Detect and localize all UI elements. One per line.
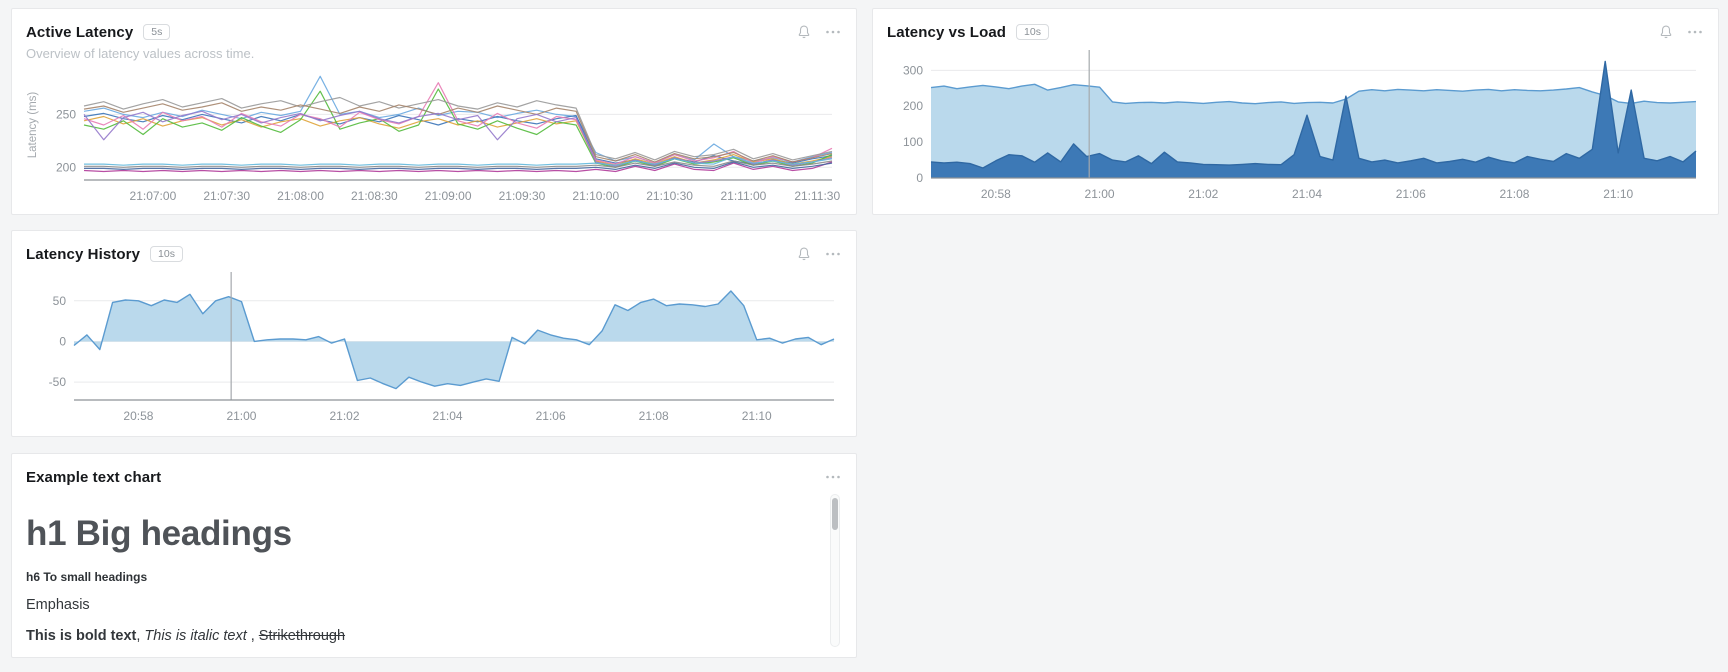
panel-title: Active Latency (26, 24, 133, 41)
panel-title: Latency vs Load (887, 24, 1006, 41)
svg-text:250: 250 (56, 107, 76, 121)
svg-text:200: 200 (903, 99, 923, 113)
text-emphasis: Emphasis (26, 597, 822, 613)
strikethrough-text: Strikethrough (259, 628, 345, 644)
svg-text:21:10: 21:10 (1603, 187, 1633, 201)
text-chart-content: h1 Big headings h6 To small headings Emp… (26, 502, 822, 651)
bell-icon[interactable] (796, 24, 812, 40)
svg-text:21:09:30: 21:09:30 (499, 189, 546, 203)
panel-active-latency: Active Latency 5s Overview of latency va… (11, 8, 857, 215)
svg-text:20:58: 20:58 (981, 187, 1011, 201)
svg-text:21:08: 21:08 (1499, 187, 1529, 201)
chart-active-latency[interactable]: 250 200 21:07:00 21:07:30 21:08:00 21:08:30 21… (26, 60, 842, 210)
svg-text:21:02: 21:02 (329, 409, 359, 423)
svg-text:21:00: 21:00 (1085, 187, 1115, 201)
separator: , (251, 628, 255, 644)
panel-title: Latency History (26, 246, 140, 263)
panel-menu-icon[interactable] (824, 469, 842, 485)
svg-text:300: 300 (903, 63, 923, 77)
y-axis-label: Latency (ms) (27, 92, 39, 159)
panel-header: Latency History 10s (26, 243, 842, 265)
chart-latency-vs-load[interactable]: 300 200 100 0 20:58 21:00 21:02 21:04 21:06 21:08… (887, 44, 1704, 206)
panel-menu-icon[interactable] (824, 24, 842, 40)
dashboard: Active Latency 5s Overview of latency va… (0, 0, 1728, 672)
svg-text:21:08: 21:08 (639, 409, 669, 423)
panel-menu-icon[interactable] (824, 246, 842, 262)
panel-text-chart: Example text chart h1 Big headings h6 To… (11, 453, 857, 658)
svg-text:21:10:00: 21:10:00 (572, 189, 619, 203)
panel-menu-icon[interactable] (1686, 24, 1704, 40)
svg-text:21:02: 21:02 (1188, 187, 1218, 201)
scrollbar[interactable] (830, 494, 840, 647)
panel-latency-vs-load: Latency vs Load 10s 300 200 100 0 20:58 21:00… (872, 8, 1719, 215)
svg-text:100: 100 (903, 135, 923, 149)
active-latency-svg: 250 200 21:07:00 21:07:30 21:08:00 21:08:30 21… (26, 60, 842, 210)
panel-header: Latency vs Load 10s (887, 21, 1704, 43)
text-h6: h6 To small headings (26, 570, 822, 584)
text-h1: h1 Big headings (26, 514, 822, 554)
svg-text:-50: -50 (49, 375, 67, 389)
svg-text:21:04: 21:04 (433, 409, 463, 423)
latency-history-svg: 50 0 -50 20:58 21:00 21:02 21:04 21:06 21:08 21:1… (26, 266, 842, 428)
refresh-interval-badge: 10s (1016, 24, 1049, 41)
svg-text:21:10:30: 21:10:30 (646, 189, 693, 203)
chart-latency-history[interactable]: 50 0 -50 20:58 21:00 21:02 21:04 21:06 21:08 21:1… (26, 266, 842, 428)
panel-subtitle: Overview of latency values across time. (26, 46, 254, 61)
svg-text:21:00: 21:00 (226, 409, 256, 423)
panel-latency-history: Latency History 10s 50 0 -50 20:58 21:00 21:0… (11, 230, 857, 437)
refresh-interval-badge: 10s (150, 246, 183, 263)
svg-text:21:06: 21:06 (536, 409, 566, 423)
panel-header: Example text chart (26, 466, 842, 488)
svg-text:21:07:00: 21:07:00 (130, 189, 177, 203)
svg-text:21:11:00: 21:11:00 (721, 189, 767, 203)
svg-text:200: 200 (56, 160, 76, 174)
line-series (84, 98, 832, 160)
bell-icon[interactable] (796, 246, 812, 262)
separator: , (136, 628, 140, 644)
bell-icon[interactable] (1658, 24, 1674, 40)
svg-text:21:10: 21:10 (742, 409, 772, 423)
svg-text:21:07:30: 21:07:30 (203, 189, 250, 203)
refresh-interval-badge: 5s (143, 24, 170, 41)
svg-text:21:09:00: 21:09:00 (425, 189, 472, 203)
panel-title: Example text chart (26, 469, 161, 486)
svg-text:0: 0 (916, 171, 923, 185)
area-series (74, 291, 834, 389)
svg-text:50: 50 (53, 294, 67, 308)
svg-text:21:11:30: 21:11:30 (794, 189, 840, 203)
latency-vs-load-svg: 300 200 100 0 20:58 21:00 21:02 21:04 21:06 21:08… (887, 44, 1704, 206)
svg-text:20:58: 20:58 (123, 409, 153, 423)
bold-text: This is bold text (26, 628, 136, 644)
svg-text:21:06: 21:06 (1396, 187, 1426, 201)
svg-text:21:04: 21:04 (1292, 187, 1322, 201)
svg-text:21:08:30: 21:08:30 (351, 189, 398, 203)
svg-text:21:08:00: 21:08:00 (277, 189, 324, 203)
svg-text:0: 0 (59, 334, 66, 348)
panel-header: Active Latency 5s (26, 21, 842, 43)
italic-text: This is italic text (144, 628, 246, 644)
scrollbar-thumb[interactable] (832, 498, 838, 530)
text-styles-line: This is bold text,This is italic text,St… (26, 628, 822, 644)
